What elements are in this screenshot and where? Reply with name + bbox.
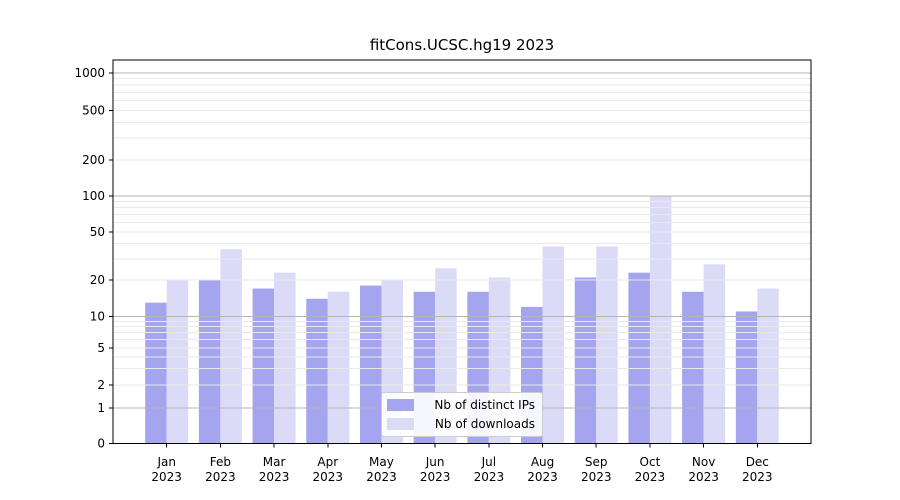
x-tick-label-month: May: [369, 455, 394, 469]
y-tick-label: 100: [82, 189, 105, 203]
x-tick-label-year: 2023: [635, 470, 666, 484]
legend: Nb of distinct IPs Nb of downloads: [381, 392, 543, 437]
y-tick-label: 200: [82, 153, 105, 167]
x-tick-label-year: 2023: [312, 470, 343, 484]
bar-distinct-ips: [252, 288, 275, 444]
x-tick-label-month: Jul: [481, 455, 496, 469]
y-tick-label: 1: [97, 401, 105, 415]
x-tick-label-year: 2023: [688, 470, 719, 484]
y-tick-label: 50: [90, 225, 105, 239]
legend-row-distinct-ips: Nb of distinct IPs: [387, 397, 535, 413]
x-tick-label-year: 2023: [420, 470, 451, 484]
x-tick-label-month: Nov: [692, 455, 715, 469]
x-tick-label-year: 2023: [581, 470, 612, 484]
bar-downloads: [596, 246, 618, 444]
bar-distinct-ips: [682, 291, 704, 444]
x-tick-label-month: Mar: [263, 455, 286, 469]
x-tick-label-year: 2023: [742, 470, 773, 484]
bar-distinct-ips: [359, 285, 382, 444]
y-tick-label: 20: [90, 273, 105, 287]
bar-downloads: [220, 249, 242, 444]
legend-swatch-downloads: [387, 418, 414, 430]
y-tick-label: 1000: [74, 66, 105, 80]
x-tick-label-month: Jun: [425, 455, 445, 469]
legend-label-distinct-ips: Nb of distinct IPs: [434, 398, 535, 412]
x-tick-label-month: Aug: [531, 455, 554, 469]
x-tick-label-month: Jan: [156, 455, 176, 469]
x-tick-label-year: 2023: [151, 470, 182, 484]
y-tick-label: 2: [97, 378, 105, 392]
bar-downloads: [327, 291, 350, 444]
bar-distinct-ips: [145, 302, 167, 444]
bar-downloads: [274, 272, 296, 444]
x-tick-label-year: 2023: [259, 470, 290, 484]
bar-downloads: [649, 195, 672, 444]
bar-distinct-ips: [306, 298, 328, 444]
y-tick-label: 10: [90, 310, 105, 324]
bar-distinct-ips: [628, 272, 650, 444]
x-tick-label-month: Dec: [746, 455, 769, 469]
bar-distinct-ips: [198, 280, 221, 444]
y-tick-label: 5: [97, 341, 105, 355]
x-tick-label-month: Feb: [210, 455, 231, 469]
chart-title: fitCons.UCSC.hg19 2023: [369, 36, 555, 54]
y-tick-label: 0: [97, 437, 105, 451]
x-tick-label-year: 2023: [474, 470, 505, 484]
bar-downloads: [166, 280, 189, 444]
legend-row-downloads: Nb of downloads: [387, 416, 535, 432]
plot-border: [112, 59, 812, 444]
bar-downloads: [703, 264, 726, 444]
x-tick-label-year: 2023: [366, 470, 397, 484]
x-tick-label-year: 2023: [205, 470, 236, 484]
bar-distinct-ips: [735, 311, 758, 444]
x-tick-label-year: 2023: [527, 470, 558, 484]
bar-downloads: [757, 288, 779, 444]
x-tick-label-month: Sep: [585, 455, 608, 469]
legend-swatch-distinct-ips: [387, 399, 414, 411]
bar-downloads: [542, 246, 565, 444]
x-tick-label-month: Apr: [317, 455, 338, 469]
legend-label-downloads: Nb of downloads: [434, 417, 535, 431]
y-tick-label: 500: [82, 104, 105, 118]
x-tick-label-month: Oct: [640, 455, 661, 469]
bar-distinct-ips: [574, 277, 597, 444]
